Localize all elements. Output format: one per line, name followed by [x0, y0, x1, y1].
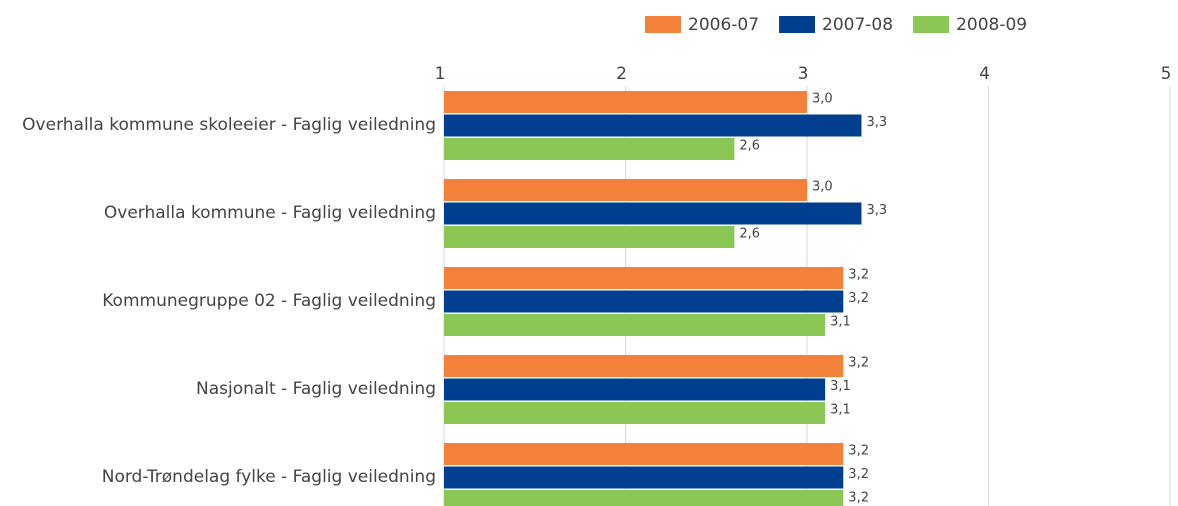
value-label: 3,2 [848, 356, 869, 371]
legend-swatch [645, 16, 681, 33]
value-label: 3,2 [848, 291, 869, 306]
x-tick-label: 2 [616, 64, 627, 84]
bar [444, 91, 807, 113]
bar [444, 314, 826, 336]
value-label: 3,1 [830, 315, 851, 330]
legend-label: 2007-08 [822, 15, 893, 35]
category-label: Overhalla kommune skoleeier - Faglig vei… [22, 115, 436, 135]
value-label: 3,1 [830, 403, 851, 418]
x-tick-label: 3 [798, 64, 809, 84]
bar [444, 202, 862, 225]
bar [444, 267, 844, 289]
bar [444, 378, 826, 401]
legend-label: 2008-09 [956, 15, 1027, 35]
category-label: Nasjonalt - Faglig veiledning [196, 379, 436, 399]
value-label: 2,6 [739, 227, 760, 242]
bar [444, 443, 844, 465]
category-label: Kommunegruppe 02 - Faglig veiledning [102, 291, 436, 311]
bar [444, 179, 807, 201]
category-label: Overhalla kommune - Faglig veiledning [103, 203, 436, 223]
bar [444, 466, 844, 489]
value-label: 3,2 [848, 491, 869, 506]
legend-swatch [913, 16, 950, 33]
bar [444, 490, 844, 506]
value-label: 3,0 [812, 180, 833, 195]
bar [444, 138, 735, 160]
legend-swatch [779, 16, 816, 33]
legend-label: 2006-07 [688, 15, 759, 35]
value-label: 3,0 [812, 92, 833, 107]
value-label: 3,1 [830, 379, 851, 394]
bar [444, 402, 826, 424]
value-label: 3,2 [848, 444, 869, 459]
x-tick-label: 5 [1161, 64, 1172, 84]
value-label: 3,3 [866, 203, 887, 218]
bar [444, 355, 844, 377]
category-label: Nord-Trøndelag fylke - Faglig veiledning [101, 467, 436, 487]
value-label: 3,2 [848, 268, 869, 283]
value-label: 3,3 [866, 115, 887, 130]
x-tick-label: 4 [979, 64, 990, 84]
value-label: 2,6 [739, 139, 760, 154]
bar [444, 290, 844, 313]
bar [444, 226, 735, 248]
bar [444, 114, 862, 137]
x-tick-label: 1 [435, 64, 446, 84]
value-label: 3,2 [848, 467, 869, 482]
